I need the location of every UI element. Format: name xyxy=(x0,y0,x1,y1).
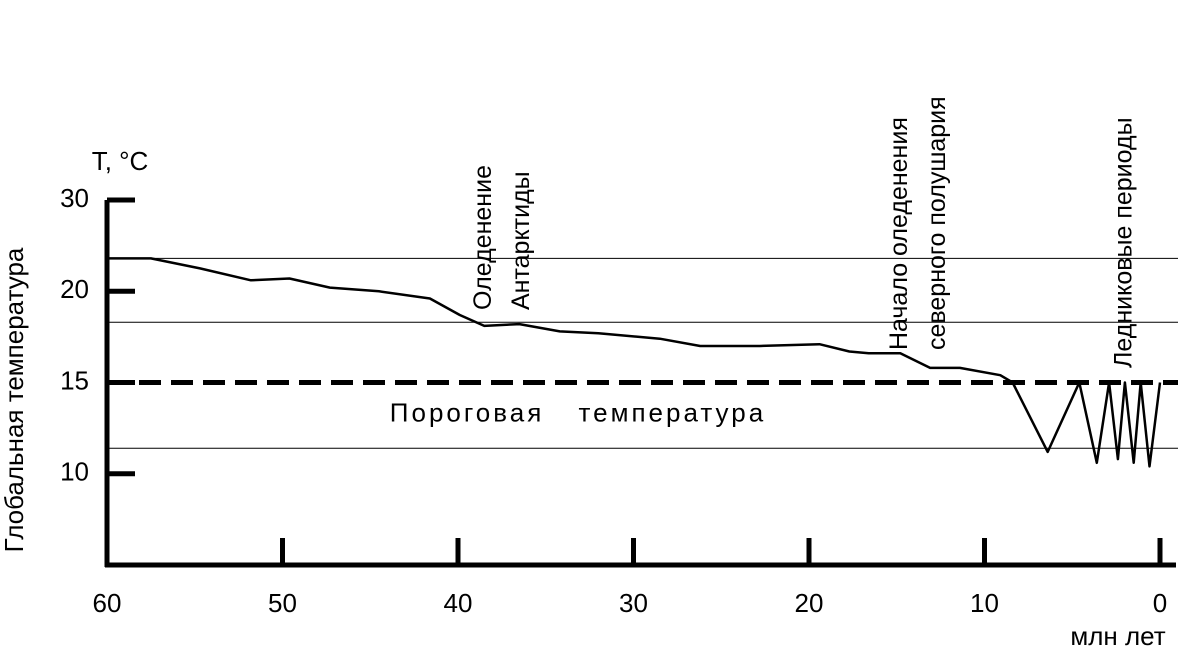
x-tick-label: 60 xyxy=(93,588,122,618)
y-unit: T, °C xyxy=(92,146,149,176)
annotation: Ледниковые периоды xyxy=(1110,117,1138,368)
annotation: северного полушария xyxy=(923,96,951,350)
y-tick-label: 30 xyxy=(60,183,89,213)
y-axis-label: Глобальная температура xyxy=(0,247,29,552)
threshold-label: Пороговая температура xyxy=(390,397,766,427)
x-tick-label: 10 xyxy=(970,588,999,618)
x-axis-label: млн лет xyxy=(1070,621,1165,650)
annotation: Антарктиды xyxy=(507,171,535,310)
temperature-line xyxy=(107,257,1162,468)
x-tick-label: 30 xyxy=(619,588,648,618)
x-tick-label: 20 xyxy=(795,588,824,618)
x-tick-label: 50 xyxy=(268,588,297,618)
annotation: Оледенение xyxy=(469,165,497,310)
annotation: Начало оледенения xyxy=(885,117,913,350)
y-tick-label: 10 xyxy=(60,457,89,487)
x-tick-label: 40 xyxy=(444,588,473,618)
y-tick-label: 15 xyxy=(60,365,89,395)
x-tick-label: 0 xyxy=(1153,588,1167,618)
y-tick-label: 20 xyxy=(60,274,89,304)
